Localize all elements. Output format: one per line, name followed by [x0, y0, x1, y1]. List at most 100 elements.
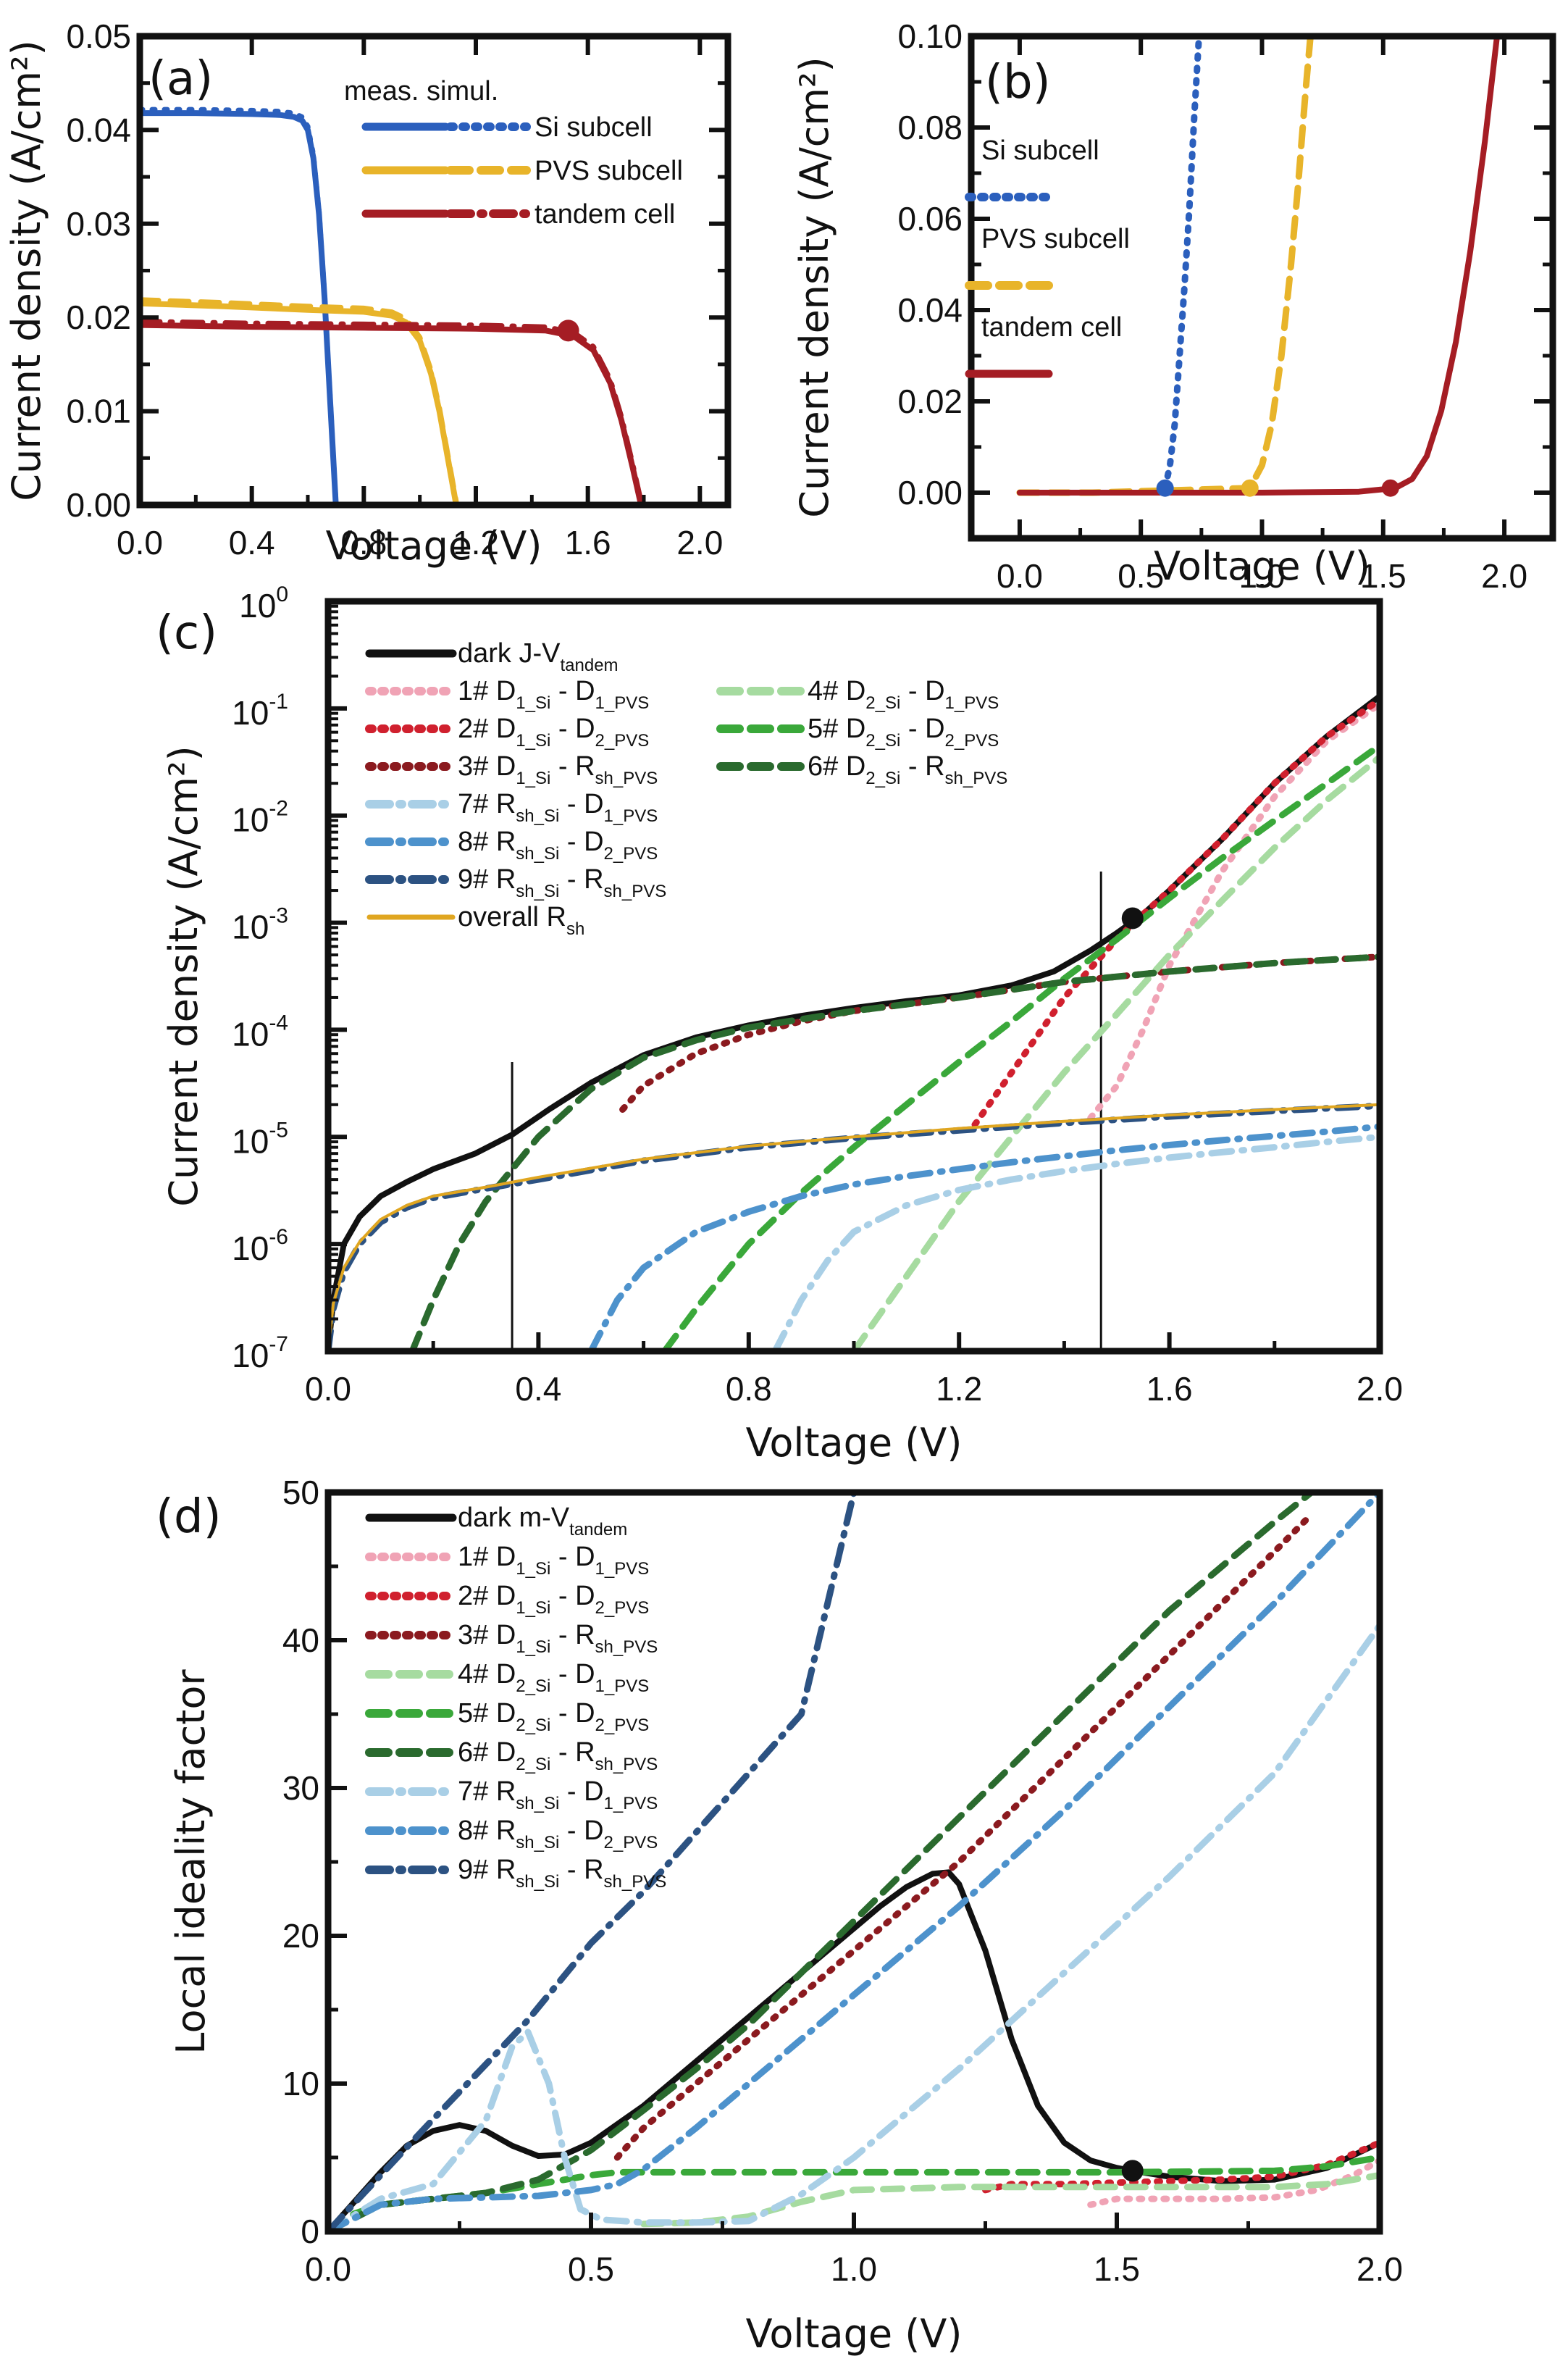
legend-text-part: 9# R [458, 1855, 516, 1885]
x-tick-label: 0.0 [997, 557, 1043, 595]
y-tick-exponent: -5 [269, 1118, 288, 1142]
x-tick-label: 1.5 [1360, 557, 1406, 595]
series-group [328, 693, 1380, 1351]
legend-subscript: sh_Si [516, 882, 559, 901]
series-line-9-rsh-si-rsh-pvs [328, 1102, 1380, 1351]
x-tick-label: 0.4 [515, 1370, 561, 1408]
y-tick-label: 10-1 [232, 690, 288, 732]
legend-text-part: - D [559, 789, 603, 819]
legend-entry-label: 5# D2_Si - D2_PVS [458, 1698, 649, 1735]
y-tick-label: 0.00 [897, 474, 963, 511]
legend-entry-label: 2# D1_Si - D2_PVS [458, 1581, 649, 1618]
legend-subscript: 2_Si [865, 769, 900, 788]
panel-d: 0.0 0.5 1.0 1.5 2.0 0 10 20 30 40 50 Voltage (V) Loc… [156, 1474, 1403, 2357]
legend-entry-label: 3# D1_Si - Rsh_PVS [458, 1620, 658, 1657]
x-axis-title: Voltage (V) [746, 1420, 963, 1466]
y-tick-label: 10-5 [232, 1118, 288, 1160]
legend-subscript: 2_Si [516, 1716, 550, 1735]
legend-subscript: sh_PVS [604, 1872, 667, 1892]
data-marker [1241, 479, 1259, 497]
y-tick-exponent: 0 [276, 582, 288, 606]
legend-subscript: 2_PVS [945, 731, 999, 751]
legend-text-part: 3# D [458, 751, 516, 782]
series-line-tandem-cell [140, 322, 645, 505]
legend-entry-label: 9# Rsh_Si - Rsh_PVS [458, 1855, 666, 1892]
y-tick-label: 100 [239, 582, 288, 624]
y-tick-label: 0.06 [897, 200, 963, 238]
x-tick-label: 2.0 [676, 524, 723, 561]
legend-entry-label: 6# D2_Si - Rsh_PVS [458, 1737, 658, 1774]
legend-subscript: sh_PVS [595, 769, 658, 788]
legend-subscript: sh_PVS [595, 1637, 658, 1657]
legend-text-part: - D [550, 1581, 595, 1611]
y-tick-label: 50 [282, 1474, 319, 1511]
data-marker [1121, 2160, 1144, 2182]
y-tick-exponent: -1 [269, 690, 288, 714]
legend-label: tandem cell [981, 312, 1122, 343]
legend-subscript: 1_PVS [604, 1794, 658, 1813]
data-marker [1156, 479, 1174, 497]
y-tick-label: 0.04 [897, 291, 963, 329]
legend-entry-label: dark m-Vtandem [458, 1503, 627, 1540]
series-line-1-d1-si-d1-pvs [1087, 701, 1380, 1121]
legend-subscript: 1_Si [516, 1637, 550, 1657]
series-line-6-d2-si-rsh-pvs [328, 1492, 1315, 2231]
y-tick-label: 10 [282, 2065, 319, 2102]
y-tick-exponent: -3 [269, 904, 288, 928]
y-tick-label: 0.10 [897, 17, 963, 55]
legend-label: PVS subcell [981, 224, 1130, 254]
y-tick-label: 10-4 [232, 1011, 288, 1053]
legend-text-part: - D [559, 1776, 603, 1807]
x-tick-label: 1.5 [1094, 2250, 1140, 2288]
legend-text-part: - D [550, 676, 595, 706]
y-tick-label: 0 [301, 2213, 319, 2250]
legend-text-part: 6# D [458, 1737, 516, 1768]
data-marker [1121, 907, 1144, 930]
x-tick-label: 0.0 [305, 2250, 351, 2288]
legend-subscript: sh_Si [516, 1794, 559, 1813]
legend-text-part: 1# D [458, 676, 516, 706]
y-tick-label: 0.02 [66, 298, 131, 336]
legend-entry-label: 4# D2_Si - D1_PVS [458, 1659, 649, 1696]
series-line-4-d2-si-d1-pvs [850, 753, 1380, 1351]
legend-label: Si subcell [534, 112, 653, 143]
legend-text-part: - R [550, 1620, 595, 1650]
y-tick-label: 0.01 [66, 393, 131, 430]
legend-entry-label: 3# D1_Si - Rsh_PVS [458, 751, 658, 788]
x-axis-title: Voltage (V) [326, 523, 542, 569]
x-axis-title: Voltage (V) [746, 2311, 963, 2357]
x-tick-label: 1.2 [936, 1370, 982, 1408]
legend-subscript: 2_PVS [595, 731, 650, 751]
x-tick-label: 1.6 [1146, 1370, 1193, 1408]
legend-subscript: 1_PVS [945, 693, 999, 713]
panel-a: 0.0 0.4 0.8 1.2 1.6 2.0 0.00 0.01 0.02 0.03 0.04 0.… [4, 17, 731, 569]
legend-subscript: 2_PVS [595, 1598, 650, 1618]
legend-text-part: dark J-V [458, 638, 561, 669]
legend: meas. simul. Si subcell PVS subcell tandem … [344, 76, 683, 230]
legend-text-part: 9# R [458, 864, 516, 895]
legend-subscript: 1_PVS [604, 806, 658, 826]
legend-entry-label: 8# Rsh_Si - D2_PVS [458, 827, 658, 864]
x-tick-label: 0.5 [568, 2250, 614, 2288]
y-axis-title: Current density (A/cm²) [161, 745, 206, 1206]
x-tick-label: 1.0 [831, 2250, 877, 2288]
legend-subscript: 1_Si [516, 1559, 550, 1579]
legend-label: PVS subcell [534, 156, 683, 186]
panel-label: (a) [148, 52, 213, 106]
y-tick-exponent: -2 [269, 797, 288, 821]
x-tick-label: 0.4 [229, 524, 275, 561]
legend-subscript: 1_PVS [595, 693, 650, 713]
legend-text-part: - R [900, 751, 944, 782]
legend-text-part: - D [550, 1542, 595, 1572]
legend-text-part: - D [550, 1698, 595, 1729]
legend-subscript: sh_Si [516, 1833, 559, 1852]
legend-subscript: 2_Si [865, 693, 900, 713]
legend-subscript: tandem [569, 1520, 627, 1540]
y-tick-label: 10-7 [232, 1332, 288, 1374]
y-tick-label: 0.05 [66, 17, 131, 55]
legend-text-part: dark m-V [458, 1503, 570, 1533]
legend-label: Si subcell [981, 135, 1099, 166]
legend-subscript: sh_PVS [604, 882, 667, 901]
